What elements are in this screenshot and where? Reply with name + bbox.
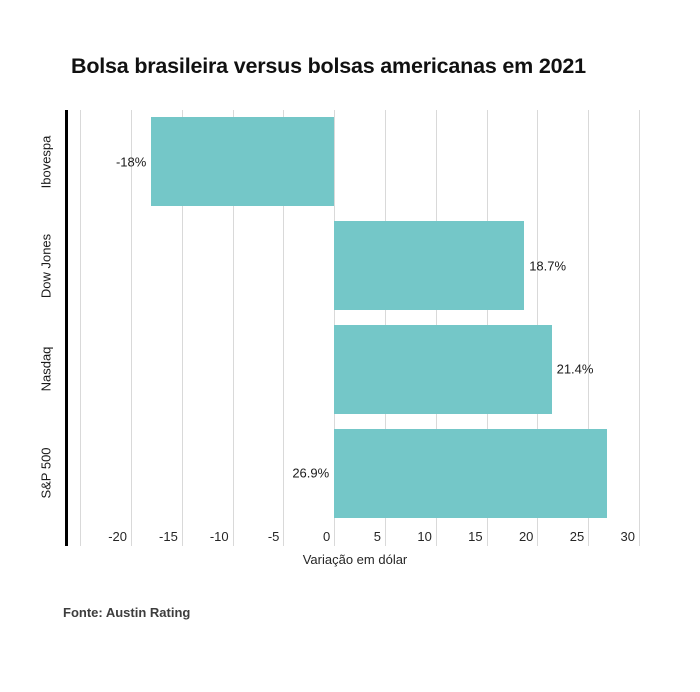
x-tick-label: 25 xyxy=(569,529,585,544)
bar xyxy=(334,324,552,414)
gridline xyxy=(283,110,285,546)
x-tick-label: 5 xyxy=(373,529,381,544)
bar xyxy=(334,428,608,518)
chart-row: Dow Jones 18.7% xyxy=(0,214,700,318)
x-tick-label: -20 xyxy=(108,529,127,544)
gridline xyxy=(639,110,640,546)
bar-chart: Ibovespa -18% Dow Jones 18.7% Nasdaq 21.4% S&P… xyxy=(0,110,700,567)
x-tick-label: 0 xyxy=(322,529,331,544)
gridline xyxy=(588,110,590,546)
gridline xyxy=(181,110,183,546)
x-tick-label: 20 xyxy=(518,529,534,544)
x-tick-label: 10 xyxy=(417,529,432,544)
category-label: Ibovespa xyxy=(38,135,54,189)
value-label: -18% xyxy=(115,154,147,170)
x-tick-label: 15 xyxy=(468,529,483,544)
source-note: Fonte: Austin Rating xyxy=(63,605,191,620)
chart-title: Bolsa brasileira versus bolsas americana… xyxy=(71,54,586,78)
y-axis-line xyxy=(65,110,68,546)
category-label: Dow Jones xyxy=(38,233,54,298)
bar xyxy=(151,117,335,207)
chart-row: Nasdaq 21.4% xyxy=(0,318,700,422)
category-label: Nasdaq xyxy=(38,346,54,392)
x-tick-label: -10 xyxy=(209,529,229,544)
bar xyxy=(334,221,525,311)
gridline xyxy=(232,110,234,546)
gridline xyxy=(80,110,82,546)
chart-row: Ibovespa -18% xyxy=(0,110,700,214)
chart-row: S&P 500 26.9% xyxy=(0,421,700,525)
value-label: 26.9% xyxy=(292,465,330,481)
x-axis-title: Variação em dólar xyxy=(302,552,408,567)
value-label: 21.4% xyxy=(556,361,594,377)
x-tick-label: -5 xyxy=(267,529,280,544)
value-label: 18.7% xyxy=(529,258,567,274)
category-label: S&P 500 xyxy=(38,447,54,499)
gridline xyxy=(131,110,132,546)
x-tick-label: -15 xyxy=(159,529,178,544)
x-tick-label: 30 xyxy=(620,529,635,544)
